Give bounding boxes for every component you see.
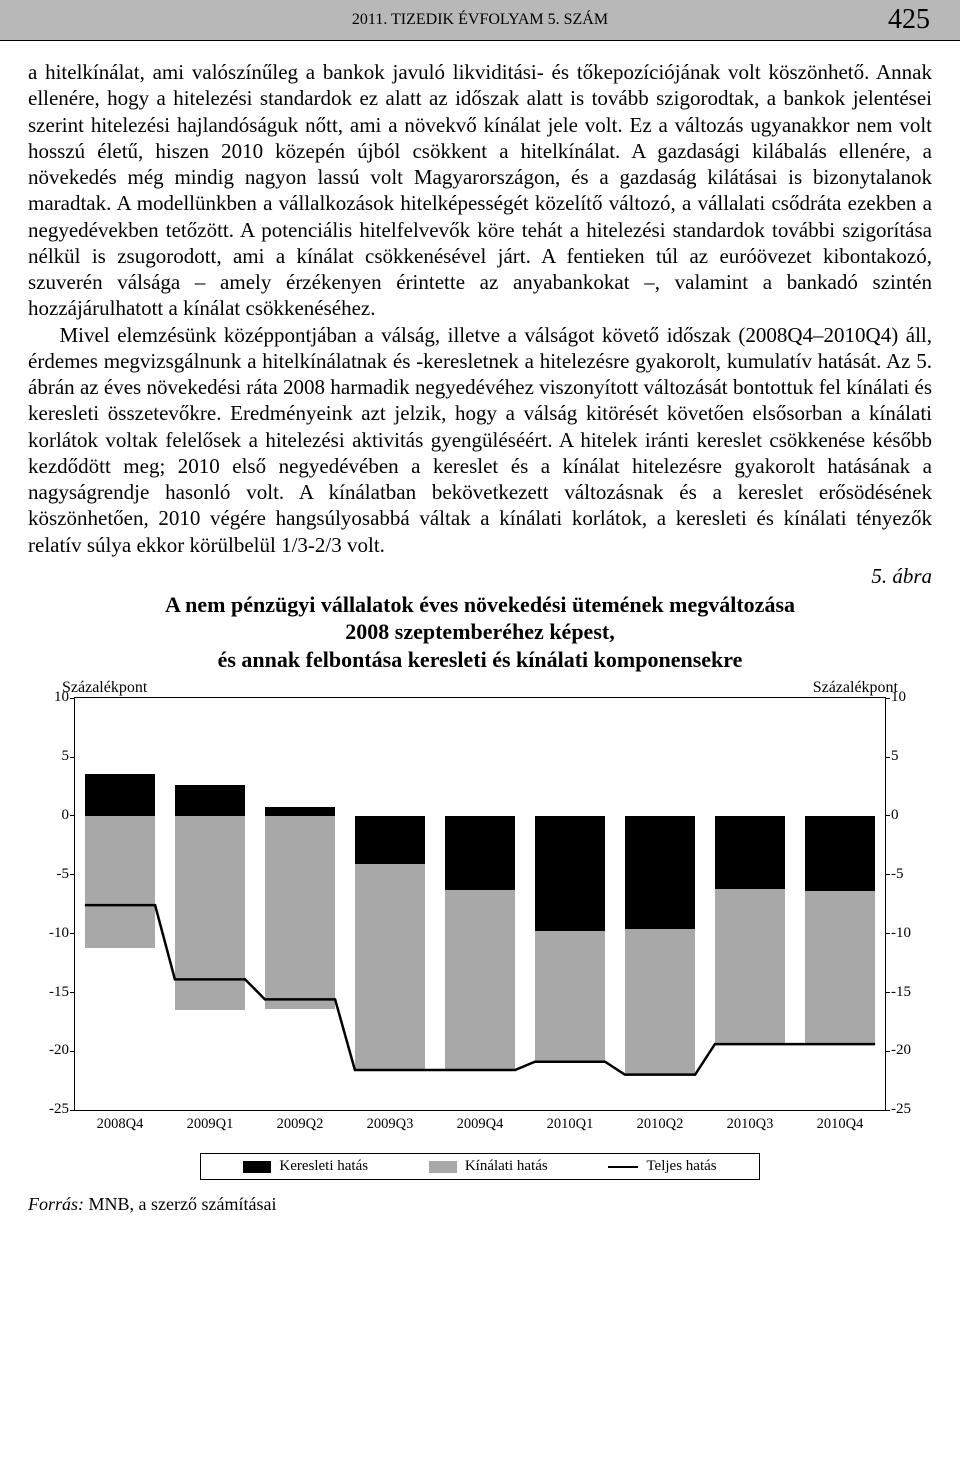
running-title: 2011. TIZEDIK ÉVFOLYAM 5. SZÁM <box>352 11 608 29</box>
legend-swatch-demand <box>243 1161 271 1173</box>
plot-area: 10105500-5-5-10-10-15-15-20-20-25-252008… <box>74 697 886 1111</box>
figure-source: Forrás: MNB, a szerző számításai <box>28 1194 932 1215</box>
legend-item-supply: Kínálati hatás <box>429 1158 548 1175</box>
legend-swatch-supply <box>429 1161 457 1173</box>
y-tick-label: -20 <box>29 1043 75 1058</box>
y-tick-label: -25 <box>885 1102 931 1117</box>
x-tick-label: 2009Q4 <box>457 1110 504 1133</box>
x-tick-label: 2010Q2 <box>637 1110 684 1133</box>
running-header: 2011. TIZEDIK ÉVFOLYAM 5. SZÁM 425 <box>0 0 960 41</box>
y-tick-label: -15 <box>885 985 931 1000</box>
legend-item-demand: Keresleti hatás <box>243 1158 368 1175</box>
total-line <box>75 698 885 1110</box>
legend-label-supply: Kínálati hatás <box>465 1158 548 1175</box>
y-tick-label: -5 <box>29 867 75 882</box>
y-tick-label: 5 <box>29 749 75 764</box>
legend: Keresleti hatás Kínálati hatás Teljes ha… <box>200 1153 760 1180</box>
body-text: a hitelkínálat, ami valószínűleg a banko… <box>28 59 932 558</box>
chart-container: Százalékpont Százalékpont 10105500-5-5-1… <box>28 683 932 1180</box>
y-tick-label: -10 <box>29 926 75 941</box>
legend-swatch-total <box>608 1166 638 1169</box>
paragraph-2: Mivel elemzésünk középpontjában a válság… <box>28 322 932 558</box>
y-tick-label: -5 <box>885 867 931 882</box>
figure-title-line-3: és annak felbontása keresleti és kínálat… <box>218 647 743 672</box>
x-tick-label: 2009Q2 <box>277 1110 324 1133</box>
figure-title-line-1: A nem pénzügyi vállalatok éves növekedés… <box>165 592 795 617</box>
y-tick-label: 0 <box>885 808 931 823</box>
y-tick-label: -20 <box>885 1043 931 1058</box>
figure-title-line-2: 2008 szeptemberéhez képest, <box>345 619 614 644</box>
y-tick-label: 10 <box>885 690 931 705</box>
legend-label-demand: Keresleti hatás <box>279 1158 368 1175</box>
y-tick-label: 10 <box>29 690 75 705</box>
legend-label-total: Teljes hatás <box>646 1158 716 1175</box>
paragraph-1: a hitelkínálat, ami valószínűleg a banko… <box>28 59 932 322</box>
x-tick-label: 2010Q1 <box>547 1110 594 1133</box>
y-tick-label: -25 <box>29 1102 75 1117</box>
page: 2011. TIZEDIK ÉVFOLYAM 5. SZÁM 425 a hit… <box>0 0 960 1245</box>
chart: 10 10 5 5 0 0 -5 -5 -10 -10 -15 -15 -20 -20 -25 -25 2008… <box>28 683 932 1143</box>
x-tick-label: 2008Q4 <box>97 1110 144 1133</box>
x-tick-label: 2009Q3 <box>367 1110 414 1133</box>
legend-item-total: Teljes hatás <box>608 1158 716 1175</box>
figure-label: 5. ábra <box>28 564 932 589</box>
source-label: Forrás: <box>28 1194 84 1214</box>
y-tick-label: 5 <box>885 749 931 764</box>
figure-title: A nem pénzügyi vállalatok éves növekedés… <box>28 591 932 674</box>
x-tick-label: 2010Q4 <box>817 1110 864 1133</box>
y-tick-label: -10 <box>885 926 931 941</box>
x-tick-label: 2010Q3 <box>727 1110 774 1133</box>
source-text: MNB, a szerző számításai <box>84 1194 276 1214</box>
y-tick-label: -15 <box>29 985 75 1000</box>
page-number: 425 <box>888 4 930 36</box>
x-tick-label: 2009Q1 <box>187 1110 234 1133</box>
y-tick-label: 0 <box>29 808 75 823</box>
